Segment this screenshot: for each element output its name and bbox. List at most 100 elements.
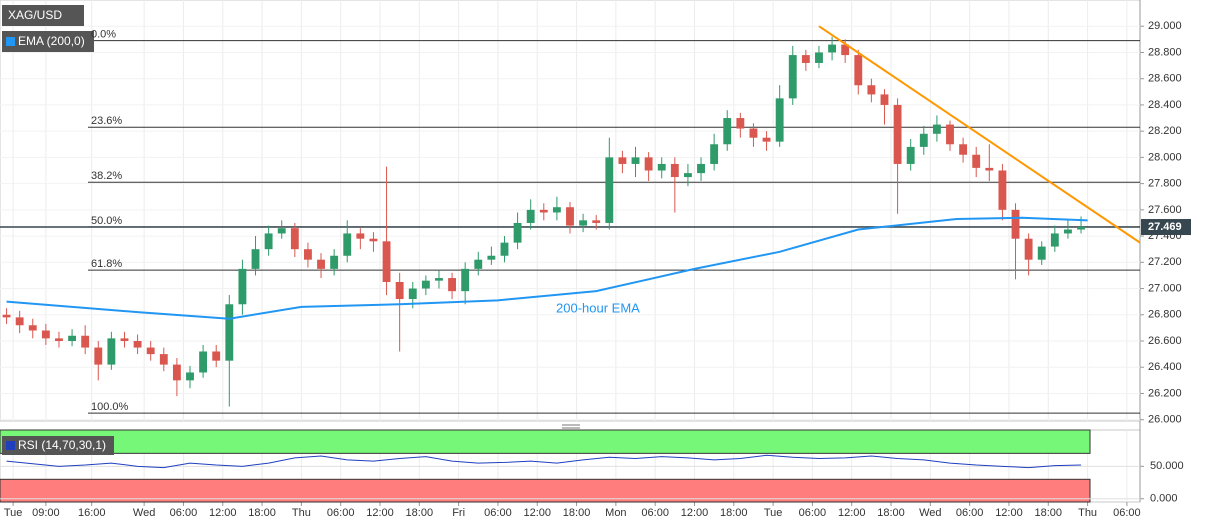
y-tick-label: 27.600	[1148, 204, 1182, 216]
candle-body	[998, 170, 1007, 210]
candle-body	[290, 228, 299, 250]
y-tick-label: 29.000	[1148, 20, 1182, 32]
fib-label: 38.2%	[91, 170, 122, 182]
x-tick-label: 06:00	[170, 507, 198, 519]
candle-body	[330, 255, 339, 269]
y-tick-label: 26.000	[1148, 414, 1182, 426]
candle-body	[277, 228, 286, 234]
candle-body	[107, 338, 116, 365]
candle-body	[199, 351, 208, 373]
y-tick-label: 27.000	[1148, 282, 1182, 294]
candle-body	[133, 340, 142, 348]
candle-body	[264, 233, 273, 250]
fib-label: 0.0%	[91, 29, 116, 41]
candle-body	[618, 157, 627, 164]
candle-body	[382, 241, 391, 282]
candle-body	[421, 280, 430, 289]
candle-body	[788, 55, 797, 99]
candle-body	[566, 207, 574, 226]
candle-body	[710, 144, 719, 164]
candle-body	[225, 304, 234, 361]
y-tick-label: 28.800	[1148, 46, 1182, 58]
y-tick-label: 26.400	[1148, 361, 1182, 373]
candle-body	[684, 173, 692, 178]
fib-label: 23.6%	[91, 115, 122, 127]
candle-body	[828, 44, 836, 53]
x-tick-label: 06:00	[956, 507, 984, 519]
x-tick-label: Wed	[133, 507, 155, 519]
x-tick-label: 18:00	[877, 507, 905, 519]
rsi-box	[2, 436, 114, 455]
x-tick-label: 06:00	[1113, 507, 1141, 519]
rsi-swatch	[6, 441, 15, 450]
y-tick-label: 26.600	[1148, 335, 1182, 347]
x-tick-label: 06:00	[327, 507, 355, 519]
candle-body	[801, 55, 810, 63]
candle-body	[513, 222, 522, 243]
x-tick-label: Wed	[919, 507, 941, 519]
fib-label: 50.0%	[91, 215, 122, 227]
candle-body	[670, 163, 679, 178]
oversold-zone	[0, 478, 1091, 503]
indicator-label: EMA (200,0)	[18, 34, 85, 48]
candle-body	[631, 157, 640, 164]
x-tick-label: Thu	[1078, 507, 1097, 519]
candle-body	[972, 154, 981, 168]
candle-body	[448, 278, 456, 292]
overbought-zone	[0, 429, 1091, 454]
x-tick-label: Tue	[4, 507, 23, 519]
candle-body	[15, 317, 24, 326]
candle-body	[317, 259, 325, 269]
ema-line	[6, 216, 1088, 320]
grid	[0, 0, 1144, 506]
labels: XAG/USD EMA (200,0) RSI (14,70,30,1) 200…	[2, 5, 1191, 519]
candle-body	[605, 157, 614, 223]
candle-body	[539, 209, 548, 213]
trendline	[818, 25, 1141, 244]
candle-body	[68, 335, 76, 341]
rsi-label: RSI (14,70,30,1)	[18, 438, 106, 452]
fib-label: 100.0%	[91, 401, 129, 413]
candle-body	[487, 255, 496, 260]
candle-body	[212, 351, 221, 361]
rsi-line	[6, 454, 1082, 469]
indicator-swatch	[6, 37, 15, 46]
candle-body	[120, 338, 129, 341]
x-tick-label: 18:00	[563, 507, 591, 519]
candle-body	[592, 220, 601, 223]
candle-body	[2, 314, 11, 318]
rsi-tick-label: 50.000	[1150, 460, 1184, 472]
candle-body	[985, 167, 994, 171]
candle-body	[749, 128, 758, 138]
y-tick-label: 28.400	[1148, 99, 1182, 111]
x-tick-label: 12:00	[209, 507, 237, 519]
x-tick-label: Thu	[292, 507, 311, 519]
x-tick-label: 16:00	[78, 507, 106, 519]
x-tick-label: 12:00	[523, 507, 551, 519]
candle-body	[41, 330, 50, 339]
candle-body	[356, 233, 365, 239]
candle-body	[841, 44, 850, 56]
y-tick-label: 26.800	[1148, 309, 1182, 321]
candle-body	[867, 85, 876, 95]
x-tick-label: 12:00	[366, 507, 394, 519]
candle-body	[959, 144, 968, 155]
x-tick-label: 06:00	[799, 507, 827, 519]
candle-body	[474, 259, 483, 269]
candle-body	[1064, 229, 1072, 234]
ema-annotation: 200-hour EMA	[556, 300, 640, 315]
x-tick-label: Mon	[605, 507, 626, 519]
candle-body	[906, 146, 915, 164]
x-tick-label: Fri	[452, 507, 465, 519]
candle-body	[854, 55, 863, 86]
candle-body	[775, 98, 784, 142]
candle-body	[552, 207, 561, 213]
candle-body	[880, 94, 889, 105]
y-tick-label: 28.200	[1148, 125, 1182, 137]
candle-body	[1037, 246, 1046, 260]
last-price-box	[1141, 219, 1191, 236]
candle-body	[395, 281, 404, 300]
candle-body	[28, 325, 37, 331]
candle-body	[81, 335, 90, 348]
